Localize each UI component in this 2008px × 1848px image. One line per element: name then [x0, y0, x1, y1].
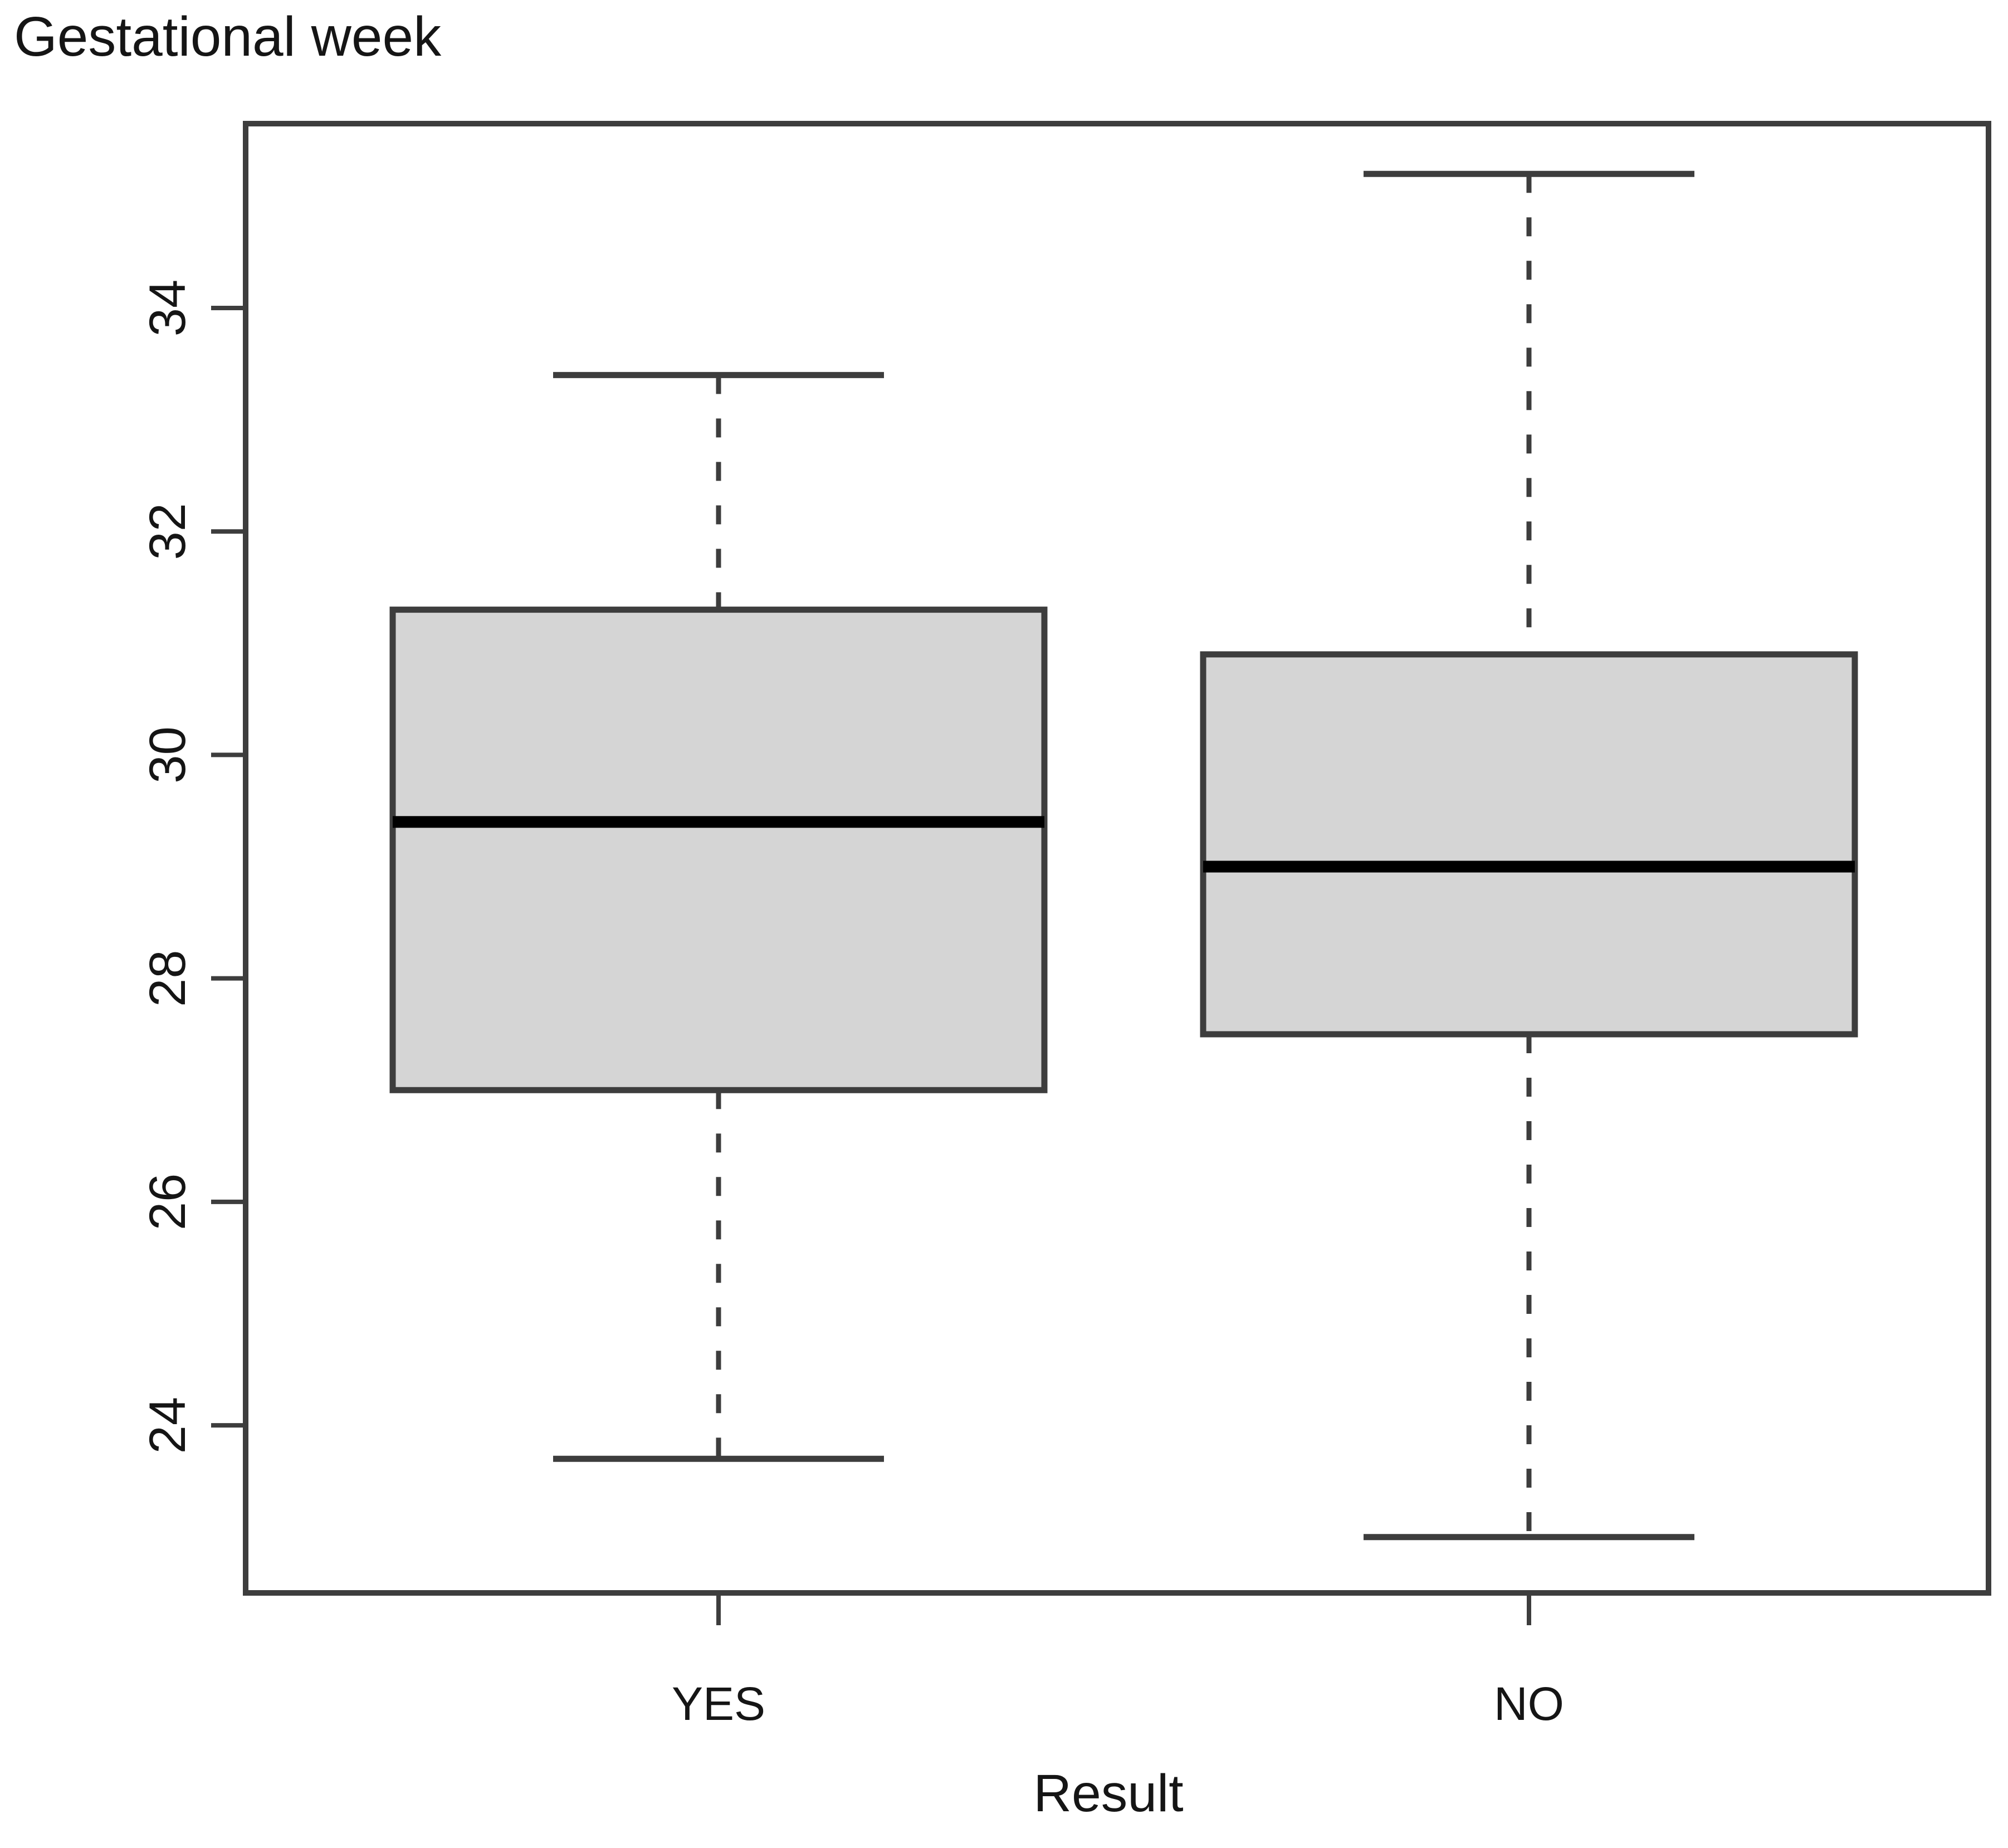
iqr-box-no: [1200, 651, 1858, 1038]
y-tick-label: 26: [139, 1174, 196, 1230]
plot-layer: 24 26 28 30 32 34 YES NO: [139, 121, 1991, 1730]
y-tick-label: 34: [139, 280, 196, 336]
plot-area-border: [243, 121, 1991, 1596]
y-tick-label: 32: [139, 503, 196, 560]
x-axis-label: Result: [1033, 1764, 1183, 1823]
y-tick-label: 30: [139, 726, 196, 783]
x-category-label-no: NO: [1494, 1678, 1564, 1730]
x-category-label-yes: YES: [672, 1678, 765, 1730]
y-tick-label: 28: [139, 950, 196, 1006]
iqr-box-yes: [389, 607, 1048, 1093]
chart-title: Gestational week: [14, 6, 442, 68]
y-tick-label: 24: [139, 1397, 196, 1454]
